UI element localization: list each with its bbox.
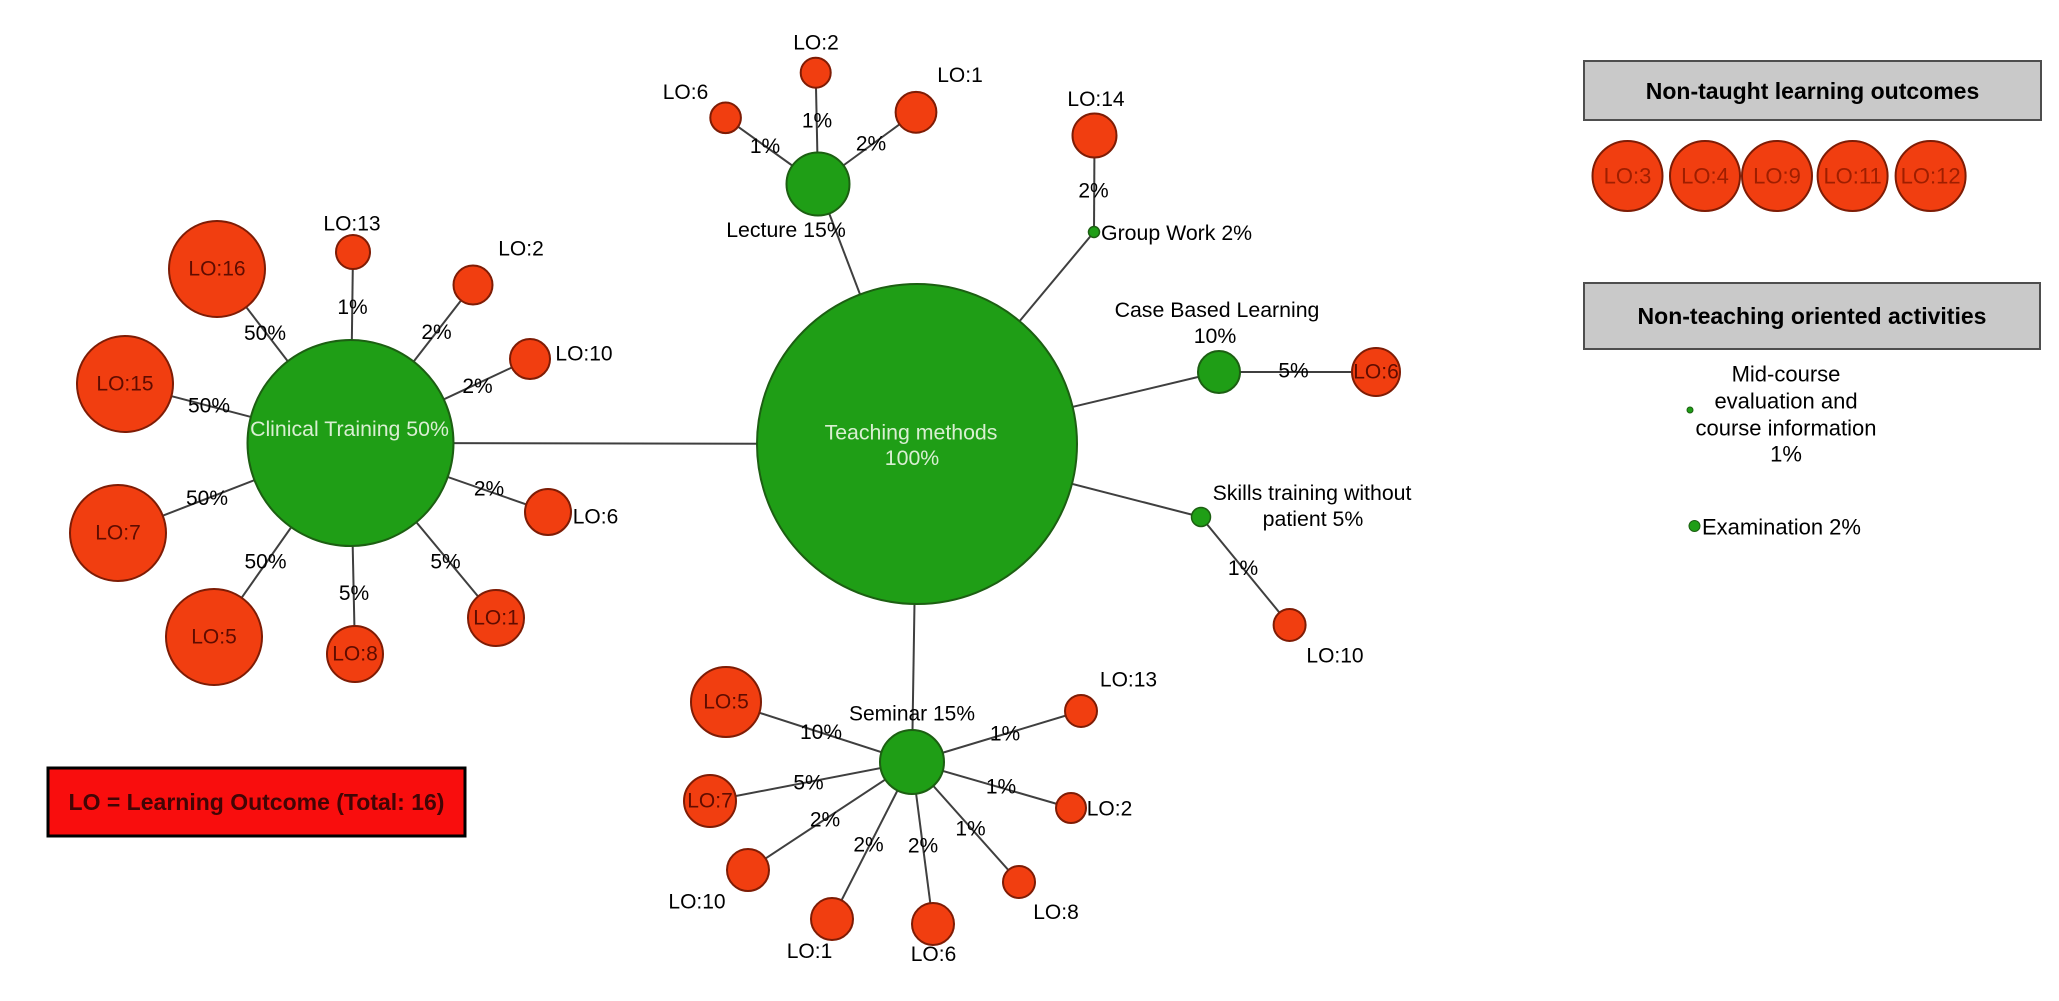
svg-text:Mid-course: Mid-course [1732, 362, 1841, 387]
svg-text:1%: 1% [1770, 442, 1802, 467]
svg-text:LO:6: LO:6 [573, 506, 619, 529]
svg-text:LO:13: LO:13 [323, 213, 380, 236]
svg-text:LO:10: LO:10 [668, 891, 725, 914]
svg-text:50%: 50% [244, 551, 286, 574]
svg-text:LO:2: LO:2 [1087, 798, 1133, 821]
svg-text:2%: 2% [474, 478, 504, 501]
svg-text:LO:10: LO:10 [1306, 645, 1363, 668]
svg-text:2%: 2% [908, 835, 938, 858]
svg-text:5%: 5% [339, 582, 369, 605]
svg-text:Clinical Training 50%: Clinical Training 50% [250, 417, 449, 441]
svg-text:LO:8: LO:8 [332, 643, 378, 666]
svg-text:LO:13: LO:13 [1100, 669, 1157, 692]
svg-text:evaluation and: evaluation and [1714, 389, 1857, 414]
svg-text:LO = Learning Outcome (Total:: LO = Learning Outcome (Total: 16) [69, 789, 445, 815]
svg-text:LO:12: LO:12 [1901, 164, 1961, 189]
svg-text:Lecture 15%: Lecture 15% [726, 218, 846, 242]
svg-text:LO:10: LO:10 [555, 343, 612, 366]
svg-text:patient 5%: patient 5% [1263, 507, 1364, 531]
svg-text:1%: 1% [802, 110, 832, 133]
svg-text:50%: 50% [186, 487, 228, 510]
svg-text:LO:7: LO:7 [687, 790, 733, 813]
svg-text:1%: 1% [1228, 557, 1258, 580]
svg-text:50%: 50% [188, 395, 230, 418]
svg-text:2%: 2% [421, 321, 451, 344]
svg-text:5%: 5% [1278, 360, 1308, 383]
svg-text:Non-taught learning outcomes: Non-taught learning outcomes [1646, 78, 1980, 104]
svg-text:Group Work 2%: Group Work 2% [1101, 221, 1252, 245]
svg-text:LO:2: LO:2 [793, 32, 839, 55]
svg-text:5%: 5% [793, 772, 823, 795]
svg-text:1%: 1% [955, 818, 985, 841]
svg-text:LO:1: LO:1 [937, 64, 983, 87]
svg-text:Examination 2%: Examination 2% [1702, 515, 1861, 540]
svg-text:100%: 100% [885, 446, 940, 470]
svg-text:1%: 1% [750, 135, 780, 158]
svg-text:2%: 2% [856, 133, 886, 156]
svg-text:LO:5: LO:5 [703, 691, 749, 714]
svg-text:5%: 5% [430, 551, 460, 574]
svg-text:1%: 1% [986, 776, 1016, 799]
svg-text:LO:9: LO:9 [1753, 164, 1801, 189]
svg-text:Non-teaching oriented activiti: Non-teaching oriented activities [1638, 303, 1987, 329]
svg-text:50%: 50% [244, 322, 286, 345]
svg-text:Skills training without: Skills training without [1213, 481, 1412, 505]
svg-text:Seminar 15%: Seminar 15% [849, 703, 975, 726]
svg-text:LO:5: LO:5 [191, 626, 237, 649]
svg-text:LO:3: LO:3 [1604, 164, 1652, 189]
svg-text:LO:1: LO:1 [473, 607, 519, 630]
svg-text:2%: 2% [462, 375, 492, 398]
svg-text:LO:14: LO:14 [1067, 88, 1125, 111]
svg-text:LO:11: LO:11 [1823, 164, 1881, 189]
svg-text:LO:6: LO:6 [1353, 361, 1399, 384]
svg-text:2%: 2% [810, 809, 840, 832]
svg-text:1%: 1% [990, 723, 1020, 746]
svg-text:2%: 2% [853, 834, 883, 857]
svg-text:LO:6: LO:6 [663, 81, 709, 104]
svg-text:LO:4: LO:4 [1681, 164, 1729, 189]
svg-text:LO:16: LO:16 [188, 258, 245, 281]
svg-text:LO:1: LO:1 [787, 940, 833, 963]
svg-text:LO:15: LO:15 [96, 373, 153, 396]
svg-text:Teaching methods: Teaching methods [825, 421, 998, 445]
svg-text:LO:2: LO:2 [498, 238, 544, 261]
svg-text:LO:6: LO:6 [911, 943, 957, 966]
svg-text:1%: 1% [337, 296, 367, 319]
svg-text:LO:8: LO:8 [1033, 901, 1079, 924]
svg-text:2%: 2% [1078, 180, 1108, 203]
svg-text:10%: 10% [1194, 324, 1237, 348]
svg-text:course information: course information [1696, 416, 1877, 441]
svg-text:Case Based Learning: Case Based Learning [1115, 298, 1320, 322]
svg-text:10%: 10% [800, 721, 842, 744]
svg-text:LO:7: LO:7 [95, 522, 141, 545]
